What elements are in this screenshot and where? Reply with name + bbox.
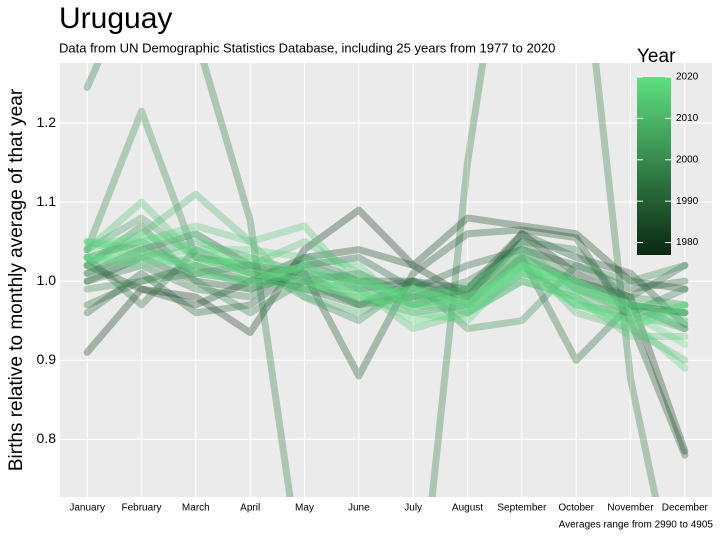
caption: Averages range from 2990 to 4905 <box>559 520 714 531</box>
series-line <box>83 190 689 364</box>
y-tick-label: 0.9 <box>37 351 57 367</box>
x-tick-label: February <box>121 503 161 514</box>
series-line <box>83 222 689 341</box>
y-tick-label: 1.0 <box>37 272 57 288</box>
series-line <box>83 222 689 317</box>
colorbar-tick-label: 2000 <box>676 154 699 165</box>
y-tick-label: 0.8 <box>37 430 57 446</box>
series-line <box>83 230 689 348</box>
y-tick-label: 1.1 <box>37 193 57 209</box>
y-axis-label: Births relative to monthly average of th… <box>6 88 27 471</box>
series-line <box>83 107 689 317</box>
series-line <box>83 226 689 459</box>
series-line <box>83 214 689 317</box>
chart-subtitle: Data from UN Demographic Statistics Data… <box>59 40 555 55</box>
colorbar-title: Year <box>637 46 676 67</box>
grid <box>60 63 712 497</box>
series-line <box>83 238 689 372</box>
colorbar-tick-label: 2020 <box>676 72 699 83</box>
x-tick-label: April <box>240 503 260 514</box>
series-line <box>83 238 689 333</box>
colorbar-tick-label: 2010 <box>676 113 699 124</box>
x-tick-label: January <box>69 503 105 514</box>
x-tick-label: May <box>295 503 314 514</box>
colorbar-bar <box>637 77 671 255</box>
series-line <box>83 246 689 317</box>
series-line <box>83 238 689 309</box>
colorbar-tick-label: 1990 <box>676 196 699 207</box>
x-tick-label: November <box>607 503 654 514</box>
x-tick-label: June <box>348 503 370 514</box>
lines <box>83 63 689 497</box>
series-line <box>83 238 689 325</box>
series-line <box>83 230 689 329</box>
series-line <box>83 206 689 455</box>
series-line <box>83 214 689 309</box>
colorbar-tick-label: 1980 <box>676 237 699 248</box>
series-line <box>83 253 689 364</box>
series-line <box>83 246 689 317</box>
series-line <box>83 230 689 309</box>
x-tick-label: September <box>497 503 547 514</box>
x-tick-label: December <box>662 503 709 514</box>
colorbar: 1980 1990 2000 2010 2020 <box>637 72 699 255</box>
series-line <box>83 253 689 333</box>
x-tick-label: October <box>558 503 594 514</box>
plot-panel <box>60 63 712 497</box>
x-tick-label: March <box>182 503 210 514</box>
series-line <box>83 246 689 309</box>
chart-title: Uruguay <box>59 2 172 35</box>
axes: 0.8 0.9 1.0 1.1 1.2 January February March April… <box>37 114 709 514</box>
y-tick-label: 1.2 <box>37 114 57 130</box>
series-line <box>83 253 689 325</box>
series-line <box>83 198 689 325</box>
x-tick-label: July <box>404 503 422 514</box>
series-line <box>83 261 689 333</box>
series-line <box>83 238 689 333</box>
x-tick-label: August <box>452 503 483 514</box>
